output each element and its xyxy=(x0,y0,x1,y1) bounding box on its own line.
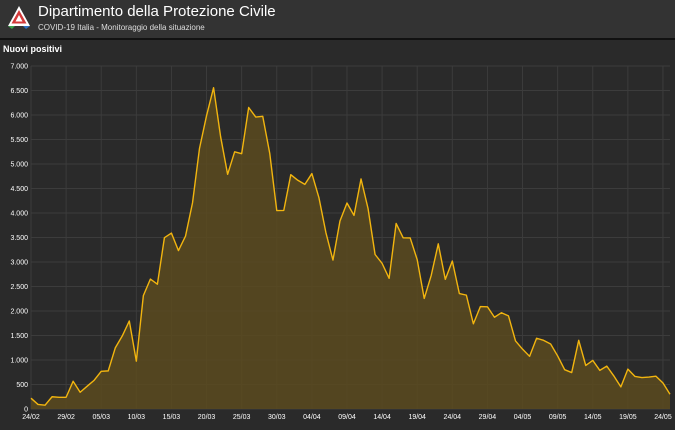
series-area-fill xyxy=(31,87,670,410)
x-tick-label: 24/05 xyxy=(654,414,672,421)
x-tick-label: 15/03 xyxy=(163,414,181,421)
y-tick-label: 1.000 xyxy=(10,358,28,365)
x-tick-label: 09/05 xyxy=(549,414,567,421)
y-tick-label: 2.000 xyxy=(10,309,28,316)
app-header: Dipartimento della Protezione Civile COV… xyxy=(0,0,675,40)
x-tick-label: 14/04 xyxy=(373,414,391,421)
x-tick-label: 04/04 xyxy=(303,414,321,421)
y-tick-label: 4.000 xyxy=(10,211,28,218)
y-tick-label: 500 xyxy=(16,382,28,389)
panel-title: Nuovi positivi xyxy=(3,44,63,54)
x-tick-label: 19/04 xyxy=(408,414,426,421)
y-tick-label: 6.500 xyxy=(10,88,28,95)
y-tick-label: 5.000 xyxy=(10,162,28,169)
x-tick-label: 04/05 xyxy=(514,414,532,421)
y-tick-label: 3.000 xyxy=(10,260,28,267)
y-tick-label: 4.500 xyxy=(10,186,28,193)
app-title: Dipartimento della Protezione Civile xyxy=(38,3,276,20)
x-tick-label: 30/03 xyxy=(268,414,286,421)
y-tick-label: 0 xyxy=(24,407,28,414)
x-tick-label: 05/03 xyxy=(92,414,110,421)
x-tick-label: 14/05 xyxy=(584,414,602,421)
x-tick-label: 29/02 xyxy=(57,414,75,421)
series-line-nuovi-positivi xyxy=(30,87,671,406)
y-tick-label: 2.500 xyxy=(10,284,28,291)
x-tick-label: 29/04 xyxy=(479,414,497,421)
x-tick-label: 10/03 xyxy=(128,414,146,421)
y-tick-label: 1.500 xyxy=(10,333,28,340)
x-tick-label: 20/03 xyxy=(198,414,216,421)
y-tick-label: 5.500 xyxy=(10,137,28,144)
protezione-civile-logo-icon xyxy=(8,6,30,29)
x-tick-label: 25/03 xyxy=(233,414,251,421)
y-tick-label: 7.000 xyxy=(10,64,28,71)
x-tick-label: 24/04 xyxy=(444,414,462,421)
x-tick-label: 19/05 xyxy=(619,414,637,421)
y-tick-label: 6.000 xyxy=(10,113,28,120)
x-tick-label: 24/02 xyxy=(22,414,40,421)
y-tick-label: 3.500 xyxy=(10,235,28,242)
x-tick-label: 09/04 xyxy=(338,414,356,421)
app-subtitle: COVID-19 Italia - Monitoraggio della sit… xyxy=(38,23,205,32)
